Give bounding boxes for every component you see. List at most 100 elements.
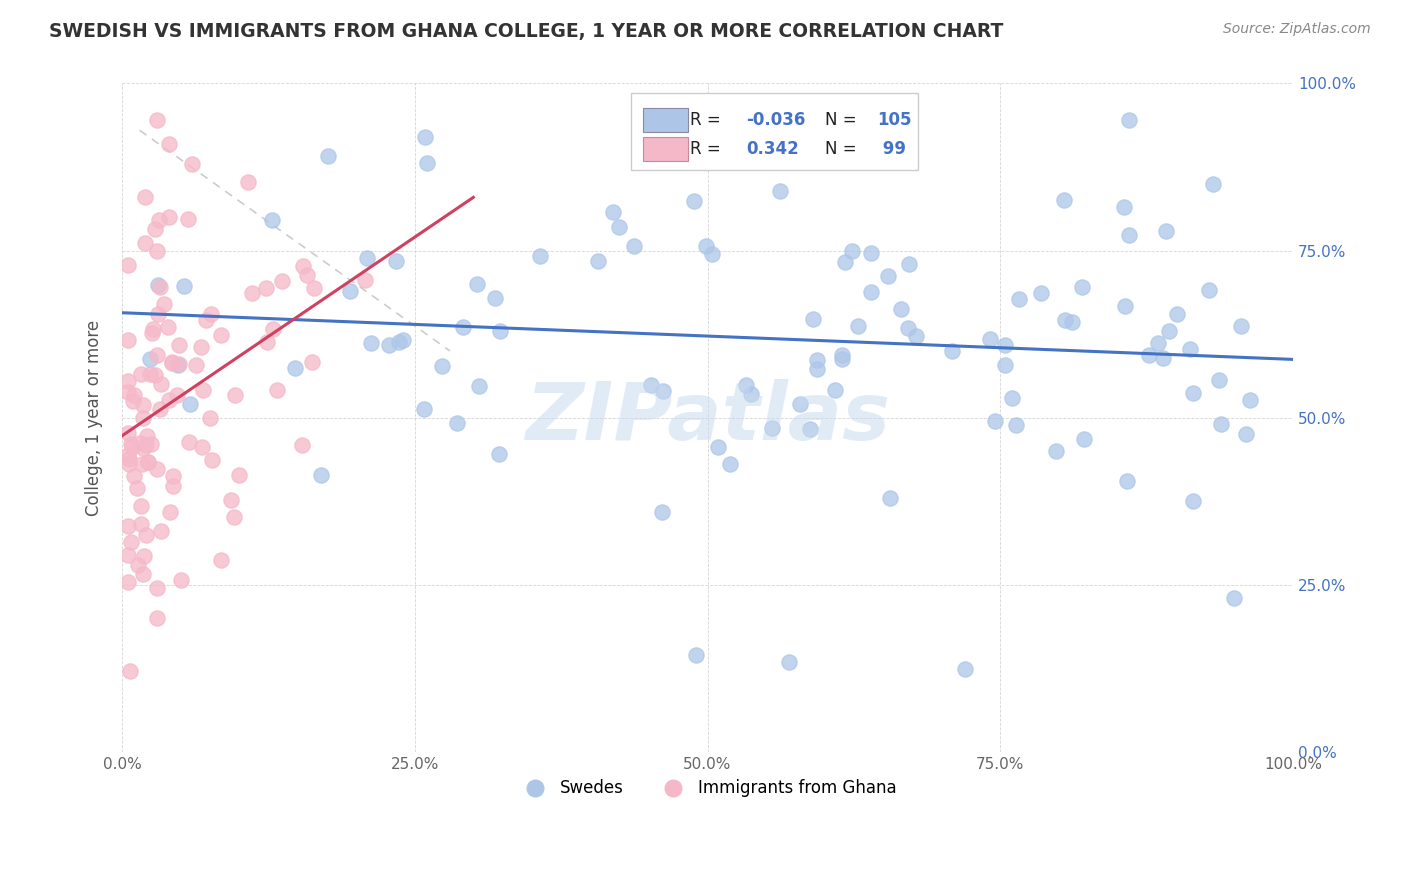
Point <box>200 307 222 321</box>
Point <box>149 279 172 293</box>
Point <box>1154 224 1177 238</box>
Point <box>841 244 863 258</box>
Point <box>262 213 284 227</box>
Point <box>309 468 332 483</box>
Point <box>316 148 339 162</box>
Point <box>740 386 762 401</box>
Point <box>994 358 1017 372</box>
Point <box>877 268 900 283</box>
Point <box>139 351 162 366</box>
Point <box>806 353 828 368</box>
Point <box>291 259 314 273</box>
Point <box>1229 318 1251 333</box>
Text: N =: N = <box>824 112 862 129</box>
Point <box>1008 292 1031 306</box>
Point <box>1114 200 1136 214</box>
Point <box>141 437 163 451</box>
Point <box>769 184 792 198</box>
Point <box>254 281 277 295</box>
Point <box>806 362 828 376</box>
Point <box>219 493 242 508</box>
Point <box>170 573 193 587</box>
Point <box>1118 113 1140 128</box>
Point <box>166 387 188 401</box>
Point <box>734 378 756 392</box>
Point <box>162 356 184 370</box>
Point <box>897 257 920 271</box>
Point <box>143 368 166 382</box>
Point <box>779 655 801 669</box>
Point <box>128 436 150 450</box>
Point <box>695 239 717 253</box>
Point <box>1198 283 1220 297</box>
Point <box>173 279 195 293</box>
Point <box>146 582 169 596</box>
Point <box>145 221 167 235</box>
Point <box>354 273 377 287</box>
Point <box>846 319 869 334</box>
Point <box>117 574 139 589</box>
Point <box>162 479 184 493</box>
Text: N =: N = <box>824 140 862 158</box>
Point <box>451 320 474 334</box>
Point <box>824 383 846 397</box>
Point <box>120 534 142 549</box>
Point <box>121 440 143 454</box>
Point <box>339 284 361 298</box>
Point <box>1118 228 1140 243</box>
Point <box>167 358 190 372</box>
Point <box>385 253 408 268</box>
Point <box>190 440 212 454</box>
Point <box>284 361 307 376</box>
Point <box>994 338 1017 352</box>
Point <box>904 329 927 343</box>
Point <box>897 321 920 335</box>
Point <box>792 131 814 145</box>
Point <box>860 285 883 299</box>
Point <box>146 611 169 625</box>
Point <box>588 254 610 268</box>
Point <box>148 213 170 227</box>
Point <box>121 394 143 409</box>
Point <box>134 190 156 204</box>
Point <box>157 210 180 224</box>
Point <box>1211 417 1233 432</box>
Bar <box>643 137 688 161</box>
Point <box>117 425 139 440</box>
Legend: Swedes, Immigrants from Ghana: Swedes, Immigrants from Ghana <box>512 772 904 804</box>
Point <box>132 441 155 455</box>
Point <box>640 378 662 392</box>
Point <box>859 245 882 260</box>
Point <box>1029 285 1052 300</box>
Point <box>1137 348 1160 362</box>
Point <box>146 462 169 476</box>
Point <box>831 348 853 362</box>
Point <box>120 437 142 451</box>
Point <box>148 307 170 321</box>
Point <box>149 401 172 416</box>
Point <box>129 517 152 532</box>
Point <box>1114 299 1136 313</box>
Point <box>1152 351 1174 366</box>
Point <box>1239 392 1261 407</box>
Point <box>879 491 901 505</box>
Point <box>224 388 246 402</box>
Point <box>651 505 673 519</box>
Point <box>979 332 1001 346</box>
Point <box>834 254 856 268</box>
Point <box>157 393 180 408</box>
Text: Source: ZipAtlas.com: Source: ZipAtlas.com <box>1223 22 1371 37</box>
Bar <box>643 108 688 132</box>
Point <box>360 335 382 350</box>
Point <box>141 326 163 341</box>
Point <box>228 468 250 483</box>
Text: R =: R = <box>690 140 725 158</box>
Point <box>149 376 172 391</box>
Point <box>291 438 314 452</box>
Point <box>413 401 436 416</box>
Point <box>190 340 212 354</box>
Point <box>176 212 198 227</box>
Point <box>1116 474 1139 488</box>
Text: 105: 105 <box>877 112 912 129</box>
Point <box>156 319 179 334</box>
